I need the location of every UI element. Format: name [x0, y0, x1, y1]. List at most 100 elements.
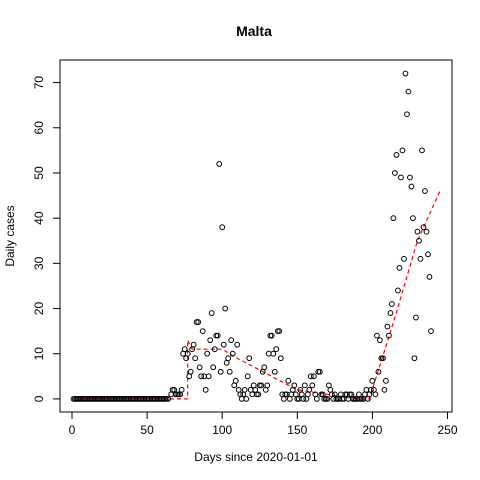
- x-tick-label: 50: [140, 423, 154, 437]
- y-tick-label: 30: [32, 256, 46, 270]
- x-axis: 0 50 100 150 200 250: [69, 411, 458, 437]
- data-point: [181, 346, 188, 353]
- data-point: [387, 310, 394, 316]
- y-tick-label: 20: [32, 302, 46, 316]
- data-point: [225, 355, 232, 362]
- data-point: [195, 319, 202, 325]
- data-point: [309, 382, 316, 389]
- data-point: [271, 368, 278, 375]
- data-point: [375, 368, 382, 375]
- data-point: [199, 328, 206, 335]
- data-point: [268, 332, 275, 339]
- data-point: [367, 386, 374, 393]
- data-point: [422, 188, 428, 194]
- data-point: [396, 264, 403, 271]
- data-point: [420, 224, 427, 231]
- data-point: [411, 355, 418, 362]
- y-tick-label: 40: [32, 211, 46, 225]
- data-point: [386, 332, 392, 339]
- data-point: [178, 386, 185, 393]
- data-point: [316, 368, 323, 375]
- data-point: [402, 70, 409, 77]
- data-point: [416, 237, 422, 244]
- data-point: [190, 341, 197, 348]
- data-point: [369, 377, 376, 384]
- data-point: [228, 337, 235, 344]
- y-tick-label: 60: [32, 121, 46, 135]
- data-point: [285, 377, 292, 384]
- data-point: [277, 355, 284, 362]
- data-point: [384, 323, 391, 330]
- data-point: [428, 328, 434, 335]
- data-point: [413, 314, 419, 321]
- x-tick-label: 0: [69, 423, 76, 437]
- x-tick-label: 150: [287, 423, 307, 437]
- data-point: [393, 151, 400, 158]
- data-point: [210, 364, 217, 371]
- data-point: [372, 391, 379, 398]
- data-point: [410, 215, 416, 222]
- data-point: [261, 364, 268, 371]
- data-point: [246, 355, 253, 362]
- data-point: [205, 373, 212, 380]
- data-point: [392, 170, 398, 176]
- data-point: [244, 373, 251, 380]
- data-point: [383, 377, 389, 384]
- data-point: [389, 301, 395, 307]
- data-point: [276, 328, 283, 335]
- data-point: [270, 350, 277, 357]
- plot-frame: [59, 59, 453, 413]
- data-point: [313, 395, 320, 402]
- data-point: [217, 368, 224, 375]
- data-point: [300, 395, 307, 402]
- y-axis-label: Daily cases: [3, 205, 17, 266]
- y-tick-label: 10: [32, 347, 46, 361]
- x-tick-label: 100: [212, 423, 232, 437]
- data-point: [377, 337, 383, 344]
- y-tick-label: 50: [32, 166, 46, 180]
- data-point: [211, 346, 218, 353]
- data-point: [184, 350, 191, 357]
- chart-title: Malta: [236, 23, 272, 39]
- data-point: [399, 147, 406, 154]
- data-point: [234, 341, 241, 348]
- data-point: [216, 161, 223, 167]
- data-point: [291, 382, 298, 389]
- data-point: [220, 341, 227, 348]
- data-point: [417, 255, 424, 262]
- data-point: [273, 346, 280, 353]
- data-point: [255, 391, 262, 398]
- data-point: [229, 350, 236, 357]
- data-point: [243, 395, 250, 402]
- data-point: [301, 382, 308, 389]
- data-point: [404, 111, 410, 118]
- data-point: [414, 228, 421, 235]
- data-point: [208, 310, 215, 316]
- data-point: [192, 355, 199, 362]
- data-point: [374, 332, 380, 339]
- data-point: [258, 382, 265, 389]
- data-point: [306, 386, 313, 393]
- x-axis-label: Days since 2020-01-01: [194, 450, 318, 464]
- data-point: [232, 377, 239, 384]
- data-point: [381, 386, 388, 393]
- data-point: [401, 255, 407, 262]
- data-point: [165, 395, 172, 402]
- data-point: [426, 273, 433, 280]
- trend-line-path: [72, 190, 441, 400]
- data-point: [407, 174, 413, 181]
- data-point: [207, 337, 214, 344]
- y-axis: 0 10 20 30 40 50 60 70: [32, 76, 61, 402]
- data-point: [310, 373, 317, 380]
- data-point: [390, 215, 397, 222]
- data-point: [187, 368, 194, 375]
- data-points: [70, 70, 434, 402]
- trend-line: [72, 190, 441, 400]
- data-point: [264, 382, 271, 389]
- data-point: [219, 224, 226, 231]
- data-point: [398, 174, 404, 181]
- data-point: [202, 386, 209, 393]
- data-point: [226, 368, 233, 375]
- data-point: [214, 332, 221, 339]
